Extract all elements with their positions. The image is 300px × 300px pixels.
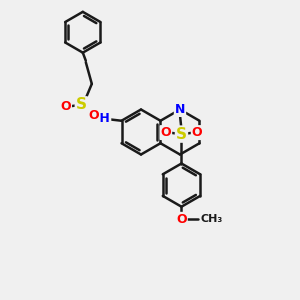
Text: CH₃: CH₃ <box>201 214 223 224</box>
Text: S: S <box>76 97 87 112</box>
Text: O: O <box>176 213 187 226</box>
Text: S: S <box>176 127 187 142</box>
Text: O: O <box>60 100 71 113</box>
Text: O: O <box>192 126 203 139</box>
Text: N: N <box>175 103 185 116</box>
Text: O: O <box>160 126 171 139</box>
Text: NH: NH <box>89 112 110 125</box>
Text: O: O <box>88 109 99 122</box>
